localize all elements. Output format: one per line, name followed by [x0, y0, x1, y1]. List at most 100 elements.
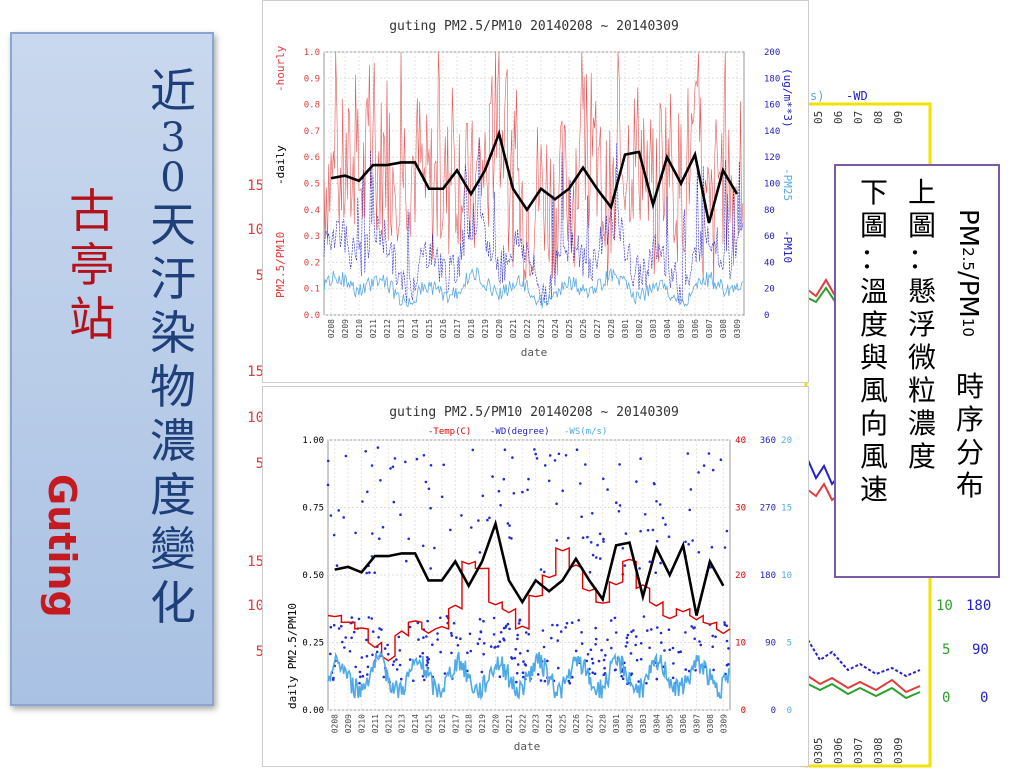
wd-dot	[482, 619, 485, 623]
wd-dot	[658, 503, 662, 506]
wd-dot	[387, 652, 390, 656]
x-tick-label: 0210	[358, 714, 367, 733]
wd-dot	[518, 652, 522, 655]
wd-dot	[548, 454, 552, 457]
station-name-zh: 古 亭 站	[62, 184, 122, 346]
ylabel-left: daily PM2.5/PM10	[286, 603, 299, 709]
x-tick-label: 0306	[691, 319, 700, 338]
x-tick-label: 0211	[371, 714, 380, 733]
wd-dot	[581, 536, 585, 539]
wd-dot	[478, 637, 481, 641]
title-char: 0	[160, 155, 186, 201]
wd-dot	[439, 616, 442, 620]
wd-dot	[471, 448, 475, 452]
wd-dot	[425, 663, 428, 667]
bg-date: 09	[892, 111, 905, 124]
legend-wd: -WD(degree)	[490, 427, 550, 437]
x-tick-label: 0302	[635, 319, 644, 338]
wd-dot	[329, 652, 332, 656]
chart-title: guting PM2.5/PM10 20140208 ~ 20140309	[389, 19, 679, 34]
wd-dot	[516, 633, 519, 637]
note-char: 速	[859, 473, 888, 506]
note-col-2: 上 圖 ： 懸 浮 微 粒 濃 度	[902, 176, 942, 473]
wd-dot	[367, 616, 371, 619]
note-char: 圖	[859, 209, 888, 242]
wd-dot	[466, 651, 469, 655]
wd-dot	[344, 636, 347, 639]
bg-label: 5	[256, 456, 264, 472]
wd-dot	[505, 624, 508, 628]
bg-label: 10	[247, 222, 264, 238]
wd-dot	[556, 623, 559, 627]
wd-dot	[440, 495, 444, 499]
bg-s-legend: s)	[810, 89, 824, 103]
bg-date: 06	[832, 111, 845, 124]
wd-dot	[689, 488, 693, 491]
wd-dot	[546, 659, 549, 663]
note-col-3: 下 圖 ： 溫 度 與 風 向 風 速	[854, 176, 894, 506]
wd-dot	[516, 637, 519, 641]
wd-dot	[590, 657, 594, 661]
wd-dot	[381, 525, 385, 529]
title-char: 化	[150, 576, 196, 630]
wd-dot	[613, 616, 617, 620]
wd-dot	[567, 679, 571, 683]
wd-dot	[422, 454, 426, 457]
wd-dot	[332, 676, 335, 680]
x-tick-label: 0304	[663, 319, 672, 338]
wd-dot	[668, 648, 671, 652]
wd-dot	[359, 675, 362, 679]
wd-dot	[635, 658, 639, 662]
y-ws-tick: 0	[787, 706, 792, 716]
x-tick-label: 0228	[607, 319, 616, 338]
wd-dot	[617, 510, 621, 513]
wd-dot	[358, 681, 361, 685]
wd-dot	[450, 634, 454, 637]
wd-dot	[450, 631, 453, 635]
bg-date: 0309	[892, 738, 905, 765]
wd-dot	[382, 675, 386, 679]
wd-dot	[373, 571, 376, 574]
wd-dot	[637, 680, 640, 683]
chart-pm-ratio: guting PM2.5/PM10 20140208 ~ 20140309 -h…	[262, 0, 809, 383]
bg-axis-label: 5	[942, 642, 950, 658]
wd-dot	[383, 647, 387, 650]
wd-dot	[639, 657, 643, 661]
bottom-plot-area: 0.00 0 0 0 0.25 10 90 5 0.50 20 180 10 0.75 30 270 15 1.…	[302, 436, 792, 733]
wd-dot	[687, 543, 690, 546]
wd-dot	[555, 502, 558, 506]
wd-dot	[393, 457, 397, 460]
wd-dot	[498, 640, 502, 643]
y-wd-tick: 180	[760, 571, 776, 581]
wd-dot	[621, 677, 625, 680]
wd-dot	[621, 547, 625, 550]
wd-dot	[646, 629, 649, 632]
wd-dot	[510, 657, 514, 660]
wd-dot	[559, 630, 563, 633]
wd-dot	[707, 452, 711, 455]
wd-dot	[354, 665, 357, 669]
x-tick-label: 0220	[495, 319, 504, 338]
wd-dot	[366, 490, 369, 494]
wd-dot	[524, 664, 528, 667]
wd-dot	[585, 659, 588, 663]
station-char: 站	[69, 292, 115, 346]
wd-dot	[686, 452, 690, 455]
wd-dot	[412, 679, 415, 682]
x-tick-label: 0305	[677, 319, 686, 338]
x-tick-label: 0301	[612, 714, 621, 733]
wd-dot	[391, 465, 395, 469]
title-char: 天	[150, 198, 196, 252]
wd-dot	[468, 632, 472, 636]
note-char: 風	[859, 374, 888, 407]
x-tick-label: 0308	[706, 714, 715, 733]
bg-axis-label: 0	[980, 690, 988, 706]
wd-dot	[494, 645, 497, 649]
wd-dot	[642, 615, 646, 618]
wd-dot	[597, 659, 601, 663]
wd-dot	[502, 477, 506, 481]
wd-dot	[725, 529, 729, 533]
y-ws-tick: 10	[781, 571, 792, 581]
wd-dot	[395, 658, 398, 661]
wd-dot	[723, 546, 727, 549]
